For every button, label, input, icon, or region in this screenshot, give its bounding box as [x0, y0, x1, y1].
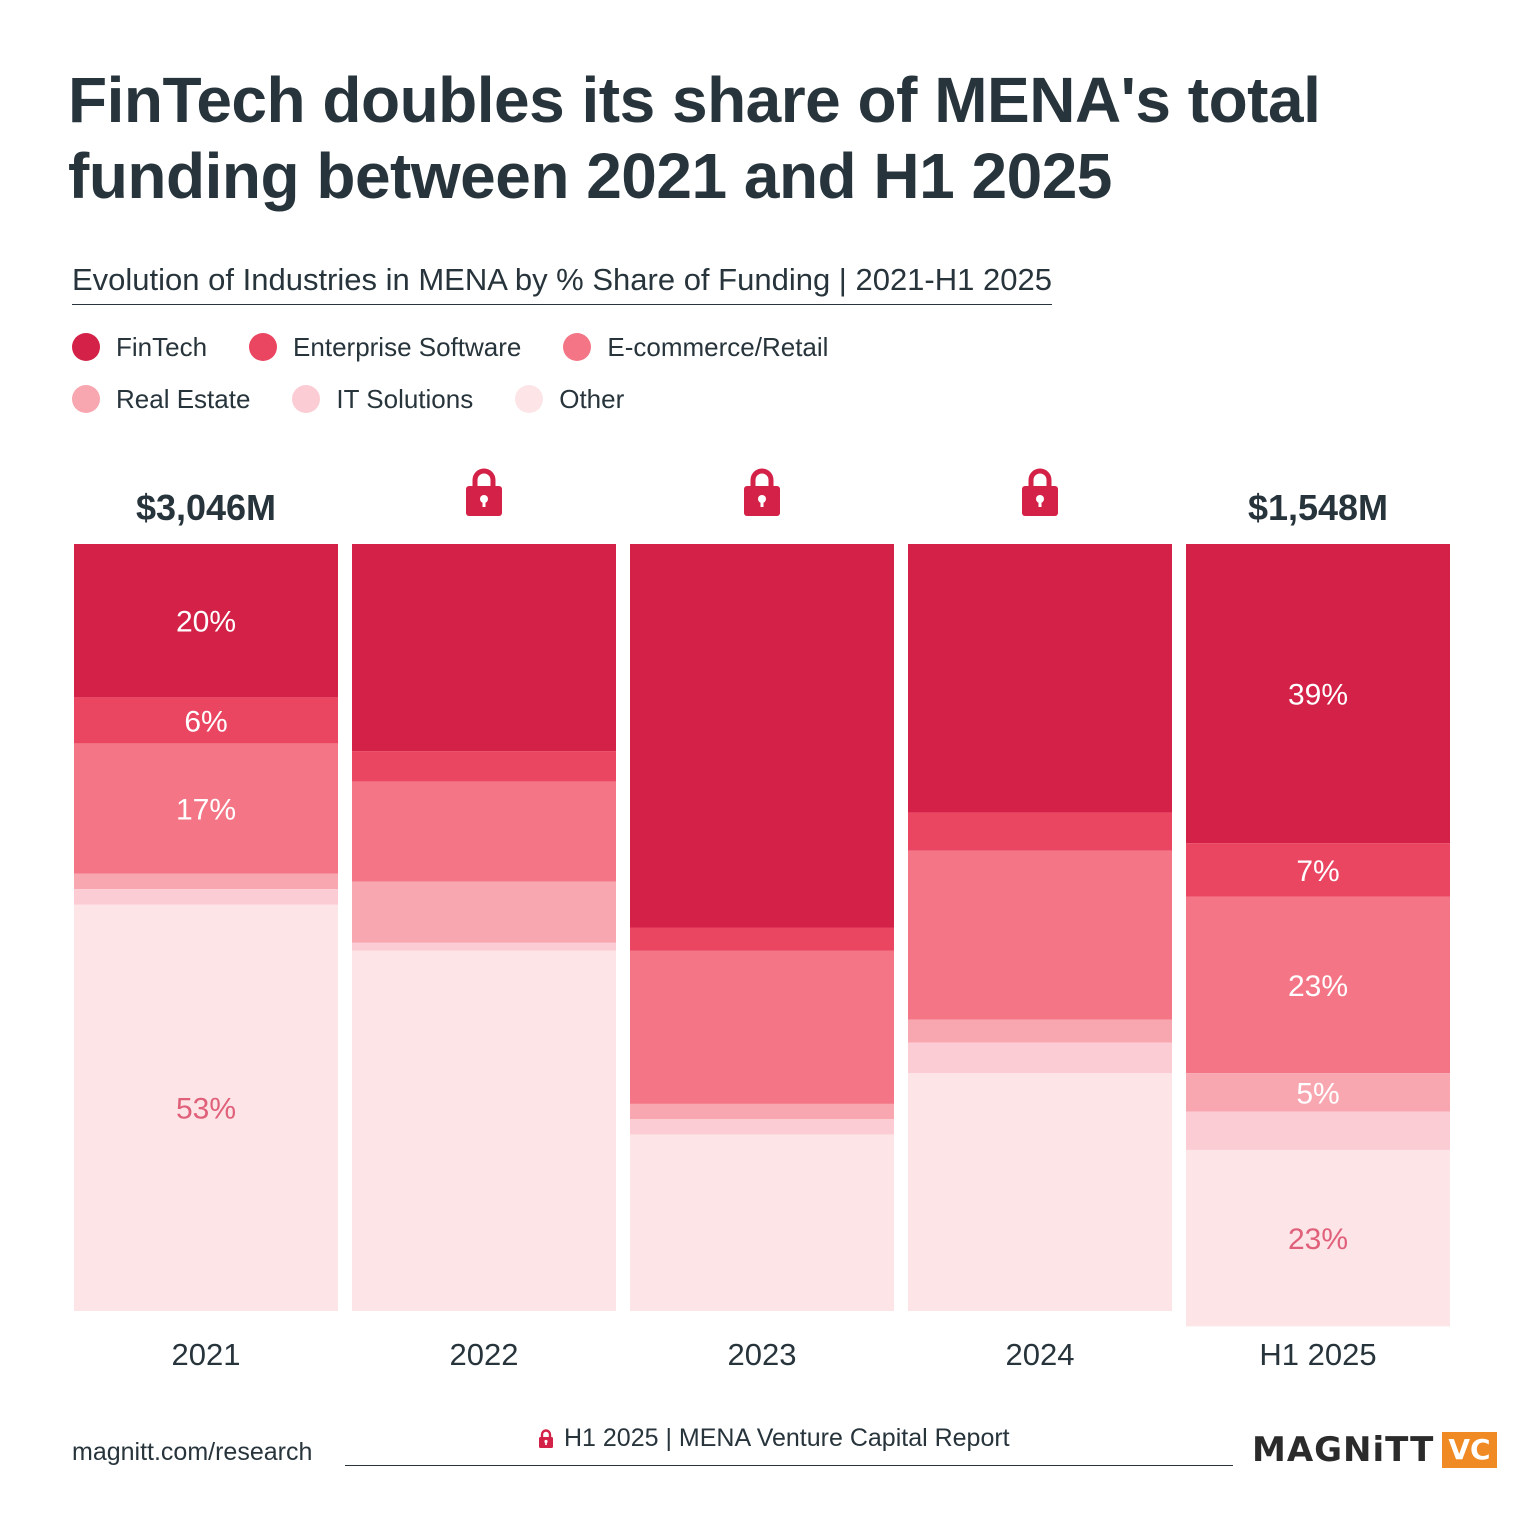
bar-segment-e-commerce-retail-2022 [352, 781, 616, 882]
lock-icon [539, 1428, 553, 1448]
legend-swatch-other [515, 385, 544, 413]
bar-segment-other-2021 [74, 904, 338, 1311]
legend-item-other: Other [515, 384, 624, 415]
bar-segment-enterprise-software-2024 [908, 812, 1172, 851]
x-tick-label-2023: 2023 [728, 1337, 797, 1372]
data-label-fintech-h1-2025: 39% [1288, 679, 1348, 712]
bar-segment-other-2024 [908, 1073, 1172, 1311]
bar-segment-e-commerce-retail-2023 [630, 950, 894, 1104]
chart-title: FinTech doubles its share of MENA's tota… [68, 64, 1321, 212]
legend-item-enterprise-software: Enterprise Software [249, 332, 521, 363]
bar-segment-fintech-h1-2025 [1186, 544, 1450, 844]
lock-icon [1022, 468, 1058, 516]
data-label-enterprise-software-2021: 6% [184, 705, 227, 738]
legend-label-real-estate: Real Estate [116, 383, 251, 414]
bar-segment-enterprise-software-2023 [630, 927, 894, 951]
bar-segment-fintech-2024 [908, 544, 1172, 813]
bar-segment-it-solutions-h1-2025 [1186, 1111, 1450, 1150]
data-label-enterprise-software-h1-2025: 7% [1296, 855, 1339, 888]
legend-swatch-real-estate [72, 385, 100, 413]
lock-icon [744, 468, 780, 516]
x-tick-label-2022: 2022 [450, 1337, 519, 1372]
x-tick-label-2024: 2024 [1006, 1337, 1075, 1372]
bar-segment-it-solutions-2021 [74, 889, 338, 905]
bar-segment-other-2023 [630, 1134, 894, 1311]
legend-label-other: Other [559, 383, 625, 414]
data-label-fintech-2021: 20% [176, 606, 236, 639]
bar-segment-fintech-2021 [74, 544, 338, 698]
legend-item-real-estate: Real Estate [72, 384, 250, 415]
bar-segment-real-estate-2021 [74, 873, 338, 890]
chart-subtitle: Evolution of Industries in MENA by % Sha… [72, 262, 1052, 305]
bar-segment-real-estate-2022 [352, 881, 616, 943]
bar-segment-it-solutions-2023 [630, 1119, 894, 1135]
total-label-h1-2025: $1,548M [1248, 487, 1388, 528]
data-label-other-2021: 53% [176, 1093, 236, 1126]
legend-label-it-solutions: IT Solutions [336, 383, 474, 414]
bar-segment-real-estate-h1-2025 [1186, 1073, 1450, 1112]
bar-segment-enterprise-software-2021 [74, 697, 338, 744]
bar-segment-other-2022 [352, 950, 616, 1311]
footer-divider [345, 1465, 1233, 1466]
bar-segment-enterprise-software-h1-2025 [1186, 843, 1450, 897]
bar-segment-fintech-2022 [352, 544, 616, 752]
data-label-e-commerce-retail-h1-2025: 23% [1288, 970, 1348, 1003]
legend-label-ecommerce-retail: E-commerce/Retail [607, 331, 829, 362]
footer-website[interactable]: magnitt.com/research [72, 1438, 313, 1466]
legend-swatch-ecommerce-retail [563, 333, 592, 361]
bar-segment-it-solutions-2022 [352, 942, 616, 951]
legend: FinTech Enterprise Software E-commerce/R… [72, 328, 972, 432]
x-tick-label-2021: 2021 [172, 1337, 241, 1372]
brand-name: MAGNiTT [1252, 1430, 1435, 1470]
bar-segment-fintech-2023 [630, 544, 894, 928]
legend-swatch-it-solutions [292, 385, 321, 413]
bar-segment-real-estate-2023 [630, 1103, 894, 1120]
legend-swatch-fintech [72, 333, 100, 361]
bar-segment-e-commerce-retail-2024 [908, 850, 1172, 1020]
footer-report-label: H1 2025 | MENA Venture Capital Report [564, 1424, 1010, 1452]
legend-swatch-enterprise-software [249, 333, 278, 361]
brand-vc-badge: VC [1442, 1432, 1497, 1468]
legend-item-it-solutions: IT Solutions [292, 384, 473, 415]
stacked-bar-chart: 20% 6% 17% 53% 2021 $3,046M 2022 2023 2024 39% 7% 2… [74, 468, 1450, 1372]
total-label-2021: $3,046M [136, 487, 276, 528]
x-tick-label-h1-2025: H1 2025 [1259, 1337, 1376, 1372]
bar-segment-enterprise-software-2022 [352, 751, 616, 782]
footer-report: H1 2025 | MENA Venture Capital Report [538, 1424, 1010, 1453]
bar-segment-e-commerce-retail-h1-2025 [1186, 896, 1450, 1074]
legend-row-2: Real Estate IT Solutions Other [72, 380, 972, 418]
bar-segment-e-commerce-retail-2021 [74, 743, 338, 874]
bar-segment-it-solutions-2024 [908, 1042, 1172, 1074]
data-label-real-estate-h1-2025: 5% [1296, 1077, 1339, 1110]
data-label-other-h1-2025: 23% [1288, 1223, 1348, 1256]
bar-segment-real-estate-2024 [908, 1019, 1172, 1043]
data-label-e-commerce-retail-2021: 17% [176, 794, 236, 827]
legend-label-fintech: FinTech [116, 331, 208, 362]
legend-item-fintech: FinTech [72, 332, 207, 363]
legend-label-enterprise-software: Enterprise Software [293, 331, 522, 362]
brand-logo: MAGNiTT VC [1252, 1430, 1497, 1470]
lock-icon [466, 468, 502, 516]
legend-row-1: FinTech Enterprise Software E-commerce/R… [72, 328, 972, 366]
bar-segment-other-h1-2025 [1186, 1149, 1450, 1327]
legend-item-ecommerce-retail: E-commerce/Retail [563, 332, 828, 363]
